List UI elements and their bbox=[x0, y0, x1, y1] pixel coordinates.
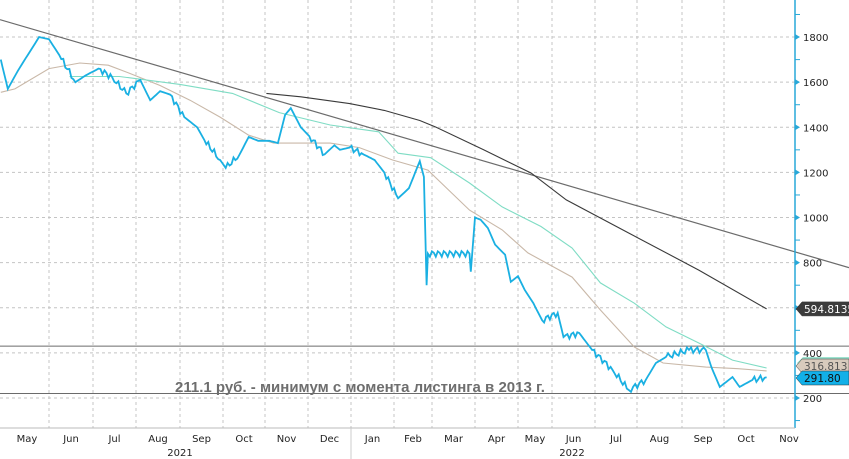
x-tick-label: Jun bbox=[62, 434, 79, 445]
annotation-minimum: 211.1 руб. - минимум с момента листинга … bbox=[175, 379, 545, 396]
x-tick-label: May bbox=[17, 434, 38, 445]
x-axis: May Jun Jul Aug Sep Oct Nov Dec Jan Feb Mar Apr May J… bbox=[0, 427, 799, 459]
x-tick-label: Aug bbox=[650, 434, 670, 445]
x-tick-label: Oct bbox=[737, 434, 754, 445]
grid bbox=[0, 0, 795, 428]
y-tick-marker bbox=[795, 259, 800, 266]
y-tick-label: 1600 bbox=[803, 78, 828, 89]
series-ma_short bbox=[0, 62, 767, 372]
x-tick-label: Jul bbox=[107, 434, 120, 445]
series-price bbox=[0, 35, 767, 394]
value-tag-ma_long bbox=[795, 301, 849, 317]
x-tick-label: Apr bbox=[488, 434, 506, 445]
series-ma_mid bbox=[69, 75, 767, 369]
y-tick-label: 1400 bbox=[803, 123, 828, 134]
y-tick-label: 200 bbox=[803, 394, 822, 405]
y-tick-marker bbox=[795, 395, 800, 401]
x-tick-label: Dec bbox=[320, 434, 339, 445]
y-tick-label: 1200 bbox=[803, 168, 828, 179]
series-ma_long bbox=[266, 92, 767, 310]
y-tick-marker bbox=[795, 124, 800, 131]
y-axis: 200 400 800 1000 1200 1400 1600 1800 bbox=[794, 0, 828, 428]
y-tick-label: 800 bbox=[803, 259, 822, 270]
x-tick-label: Nov bbox=[277, 434, 297, 445]
value-tag-text: 316.813 bbox=[804, 361, 847, 373]
x-tick-label: Aug bbox=[148, 434, 168, 445]
x-tick-label: Mar bbox=[444, 434, 464, 445]
y-tick-marker bbox=[795, 349, 800, 356]
x-tick-label: Nov bbox=[779, 434, 799, 445]
x-tick-label: Jun bbox=[565, 434, 582, 445]
value-tag-text: 594.8135 bbox=[804, 304, 849, 316]
x-tick-label: Sep bbox=[694, 434, 713, 445]
x-year-label: 2021 bbox=[167, 448, 192, 459]
value-tag-text: 291.80 bbox=[804, 373, 841, 385]
x-tick-label: May bbox=[525, 434, 546, 445]
y-tick-marker bbox=[795, 79, 800, 86]
value-tag-price bbox=[795, 370, 849, 386]
x-tick-label: Jul bbox=[609, 434, 622, 445]
y-tick-label: 400 bbox=[803, 349, 822, 360]
x-tick-label: Feb bbox=[404, 434, 422, 445]
trend-line bbox=[0, 19, 849, 269]
x-tick-label: Sep bbox=[192, 434, 211, 445]
y-tick-marker bbox=[795, 214, 800, 221]
series-lines bbox=[0, 19, 849, 394]
y-tick-marker bbox=[795, 169, 800, 176]
x-year-label: 2022 bbox=[559, 448, 584, 459]
y-tick-marker bbox=[795, 34, 800, 41]
y-tick-label: 1800 bbox=[803, 33, 828, 44]
x-tick-label: Oct bbox=[235, 434, 252, 445]
y-tick-label: 1000 bbox=[803, 214, 828, 225]
x-tick-label: Jan bbox=[364, 434, 380, 445]
